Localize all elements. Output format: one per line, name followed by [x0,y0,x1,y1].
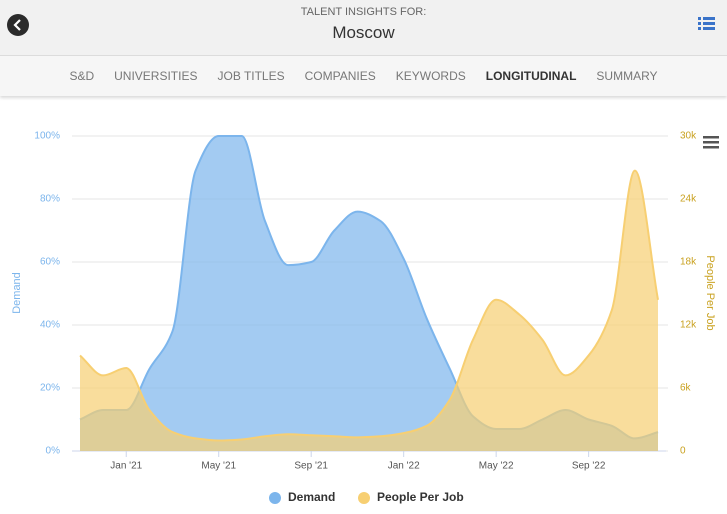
y2-tick-label: 18k [680,257,697,268]
y-tick-label: 0% [46,446,61,457]
area [80,170,658,451]
y-tick-label: 60% [40,257,60,268]
y2-tick-label: 30k [680,131,697,142]
legend-label: Demand [288,490,335,504]
y2-axis-title: People Per Job [704,255,716,330]
y-axis-title: Demand [11,272,23,314]
tab[interactable]: SUMMARY [596,69,658,83]
y2-tick-label: 24k [680,194,697,205]
menu-bar [703,136,719,139]
area-line [79,135,659,440]
tab[interactable]: UNIVERSITIES [114,69,198,83]
area-line [79,169,659,442]
tab[interactable]: KEYWORDS [395,69,466,83]
legend-label: People Per Job [377,490,464,504]
y2-tick-label: 6k [680,383,692,394]
chart-menu[interactable] [703,136,719,149]
tab[interactable]: LONGITUDINAL [485,69,577,83]
area [80,136,658,451]
y-tick-label: 100% [34,131,60,142]
legend-item[interactable]: People Per Job [358,490,464,504]
menu-bar [703,141,719,144]
x-tick-label: Jan '22 [388,461,420,472]
tab[interactable]: S&D [69,69,95,83]
header: TALENT INSIGHTS FOR: Moscow [0,0,727,56]
y-tick-label: 40% [40,320,60,331]
tab[interactable]: JOB TITLES [217,69,285,83]
x-tick-label: Sep '21 [294,461,328,472]
x-tick-label: Sep '22 [572,461,606,472]
y-tick-label: 80% [40,194,60,205]
legend-item[interactable]: Demand [269,490,335,504]
header-title: Moscow [332,23,395,42]
tab[interactable]: COMPANIES [304,69,376,83]
header-subtitle: TALENT INSIGHTS FOR: [300,6,427,18]
y2-tick-label: 12k [680,320,697,331]
legend-symbol [358,492,370,504]
x-tick-label: May '22 [479,461,514,472]
y-tick-label: 20% [40,383,60,394]
x-tick-label: Jan '21 [110,461,142,472]
list-icon[interactable] [698,16,715,31]
x-tick-label: May '21 [201,461,236,472]
y2-tick-label: 0 [680,446,686,457]
menu-bar [703,146,719,149]
tab-bar: S&D UNIVERSITIES JOB TITLES COMPANIES KEYWOR… [0,56,727,96]
back-button[interactable] [7,14,29,36]
legend-symbol [269,492,281,504]
